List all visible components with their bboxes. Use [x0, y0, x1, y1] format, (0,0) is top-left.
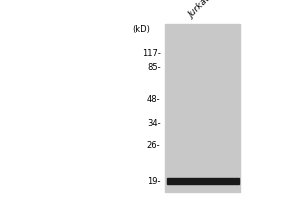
Text: 85-: 85- [147, 62, 160, 72]
Bar [165, 24, 240, 192]
Text: 117-: 117- [142, 48, 160, 58]
Text: (kD): (kD) [132, 25, 150, 34]
Text: 26-: 26- [147, 142, 160, 150]
Text: 48-: 48- [147, 96, 160, 104]
Text: 19-: 19- [147, 176, 160, 186]
Text: Jurkat: Jurkat [187, 0, 212, 20]
Text: 34-: 34- [147, 118, 160, 128]
Bar [167, 178, 239, 184]
